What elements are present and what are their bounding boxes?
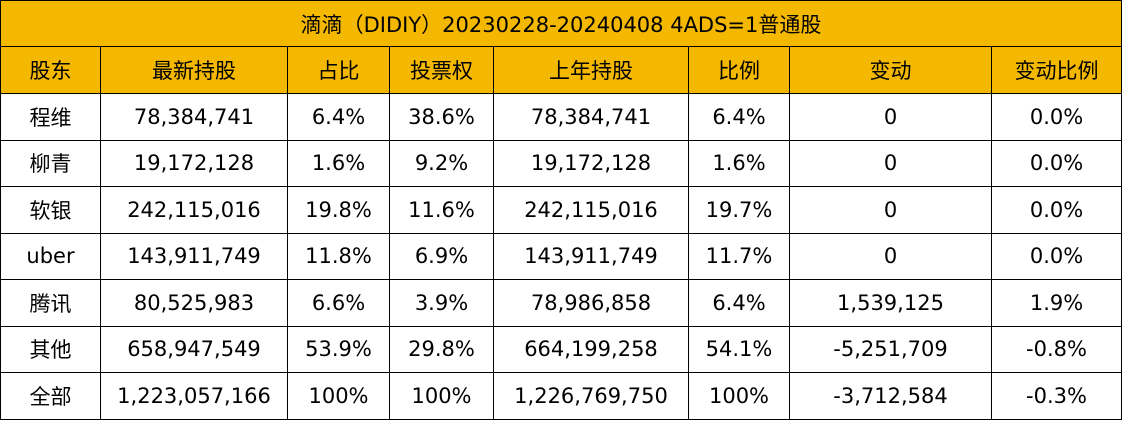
- header-change: 变动: [789, 46, 992, 94]
- cell-change-ratio: 0.0%: [990, 186, 1123, 234]
- cell-shareholder: uber: [0, 232, 101, 280]
- table-row: 柳青 19,172,128 1.6% 9.2% 19,172,128 1.6% …: [0, 139, 1123, 187]
- cell-prior-ratio: 1.6%: [688, 139, 790, 187]
- cell-change: -5,251,709: [789, 325, 992, 373]
- header-latest-holding: 最新持股: [100, 46, 288, 94]
- header-voting-power: 投票权: [389, 46, 494, 94]
- cell-voting-power: 38.6%: [389, 93, 494, 141]
- cell-change: 1,539,125: [789, 279, 992, 327]
- header-prior-ratio: 比例: [688, 46, 790, 94]
- cell-change: 0: [789, 139, 992, 187]
- table-title: 滴滴（DIDIY）20230228-20240408 4ADS=1普通股: [0, 0, 1123, 47]
- cell-change: 0: [789, 232, 992, 280]
- cell-voting-power: 29.8%: [389, 325, 494, 373]
- cell-voting-power: 3.9%: [389, 279, 494, 327]
- cell-share-ratio: 1.6%: [287, 139, 390, 187]
- cell-prior-year-holding: 1,226,769,750: [493, 372, 689, 420]
- cell-change: 0: [789, 186, 992, 234]
- shareholder-table: 滴滴（DIDIY）20230228-20240408 4ADS=1普通股 股东 …: [0, 0, 1123, 420]
- cell-voting-power: 11.6%: [389, 186, 494, 234]
- cell-change-ratio: 0.0%: [990, 93, 1123, 141]
- cell-change-ratio: 0.0%: [990, 139, 1123, 187]
- title-row: 滴滴（DIDIY）20230228-20240408 4ADS=1普通股: [0, 0, 1123, 47]
- cell-prior-year-holding: 19,172,128: [493, 139, 689, 187]
- cell-shareholder: 腾讯: [0, 279, 101, 327]
- cell-shareholder: 其他: [0, 325, 101, 373]
- table-row: 全部 1,223,057,166 100% 100% 1,226,769,750…: [0, 372, 1123, 420]
- header-prior-year-holding: 上年持股: [493, 46, 689, 94]
- cell-prior-ratio: 19.7%: [688, 186, 790, 234]
- cell-prior-year-holding: 78,384,741: [493, 93, 689, 141]
- cell-latest-holding: 78,384,741: [100, 93, 288, 141]
- cell-change: -3,712,584: [789, 372, 992, 420]
- cell-change-ratio: -0.8%: [990, 325, 1123, 373]
- cell-latest-holding: 242,115,016: [100, 186, 288, 234]
- table-row: 程维 78,384,741 6.4% 38.6% 78,384,741 6.4%…: [0, 93, 1123, 141]
- cell-shareholder: 程维: [0, 93, 101, 141]
- cell-share-ratio: 53.9%: [287, 325, 390, 373]
- cell-shareholder: 软银: [0, 186, 101, 234]
- header-change-ratio: 变动比例: [990, 46, 1123, 94]
- cell-latest-holding: 19,172,128: [100, 139, 288, 187]
- cell-latest-holding: 143,911,749: [100, 232, 288, 280]
- cell-prior-ratio: 100%: [688, 372, 790, 420]
- cell-change: 0: [789, 93, 992, 141]
- cell-latest-holding: 1,223,057,166: [100, 372, 288, 420]
- cell-share-ratio: 6.4%: [287, 93, 390, 141]
- cell-latest-holding: 80,525,983: [100, 279, 288, 327]
- cell-latest-holding: 658,947,549: [100, 325, 288, 373]
- cell-prior-year-holding: 78,986,858: [493, 279, 689, 327]
- header-shareholder: 股东: [0, 46, 101, 94]
- cell-share-ratio: 11.8%: [287, 232, 390, 280]
- cell-prior-ratio: 11.7%: [688, 232, 790, 280]
- cell-voting-power: 100%: [389, 372, 494, 420]
- cell-prior-year-holding: 242,115,016: [493, 186, 689, 234]
- cell-change-ratio: -0.3%: [990, 372, 1123, 420]
- cell-share-ratio: 100%: [287, 372, 390, 420]
- header-share-ratio: 占比: [287, 46, 390, 94]
- cell-share-ratio: 6.6%: [287, 279, 390, 327]
- header-row: 股东 最新持股 占比 投票权 上年持股 比例 变动 变动比例: [0, 46, 1123, 94]
- cell-change-ratio: 0.0%: [990, 232, 1123, 280]
- table-row: 腾讯 80,525,983 6.6% 3.9% 78,986,858 6.4% …: [0, 279, 1123, 327]
- cell-shareholder: 柳青: [0, 139, 101, 187]
- cell-shareholder: 全部: [0, 372, 101, 420]
- cell-change-ratio: 1.9%: [990, 279, 1123, 327]
- cell-prior-ratio: 6.4%: [688, 279, 790, 327]
- cell-voting-power: 9.2%: [389, 139, 494, 187]
- table-row: 软银 242,115,016 19.8% 11.6% 242,115,016 1…: [0, 186, 1123, 234]
- cell-share-ratio: 19.8%: [287, 186, 390, 234]
- cell-prior-year-holding: 664,199,258: [493, 325, 689, 373]
- cell-prior-ratio: 6.4%: [688, 93, 790, 141]
- cell-voting-power: 6.9%: [389, 232, 494, 280]
- table-row: 其他 658,947,549 53.9% 29.8% 664,199,258 5…: [0, 325, 1123, 373]
- cell-prior-ratio: 54.1%: [688, 325, 790, 373]
- table-row: uber 143,911,749 11.8% 6.9% 143,911,749 …: [0, 232, 1123, 280]
- cell-prior-year-holding: 143,911,749: [493, 232, 689, 280]
